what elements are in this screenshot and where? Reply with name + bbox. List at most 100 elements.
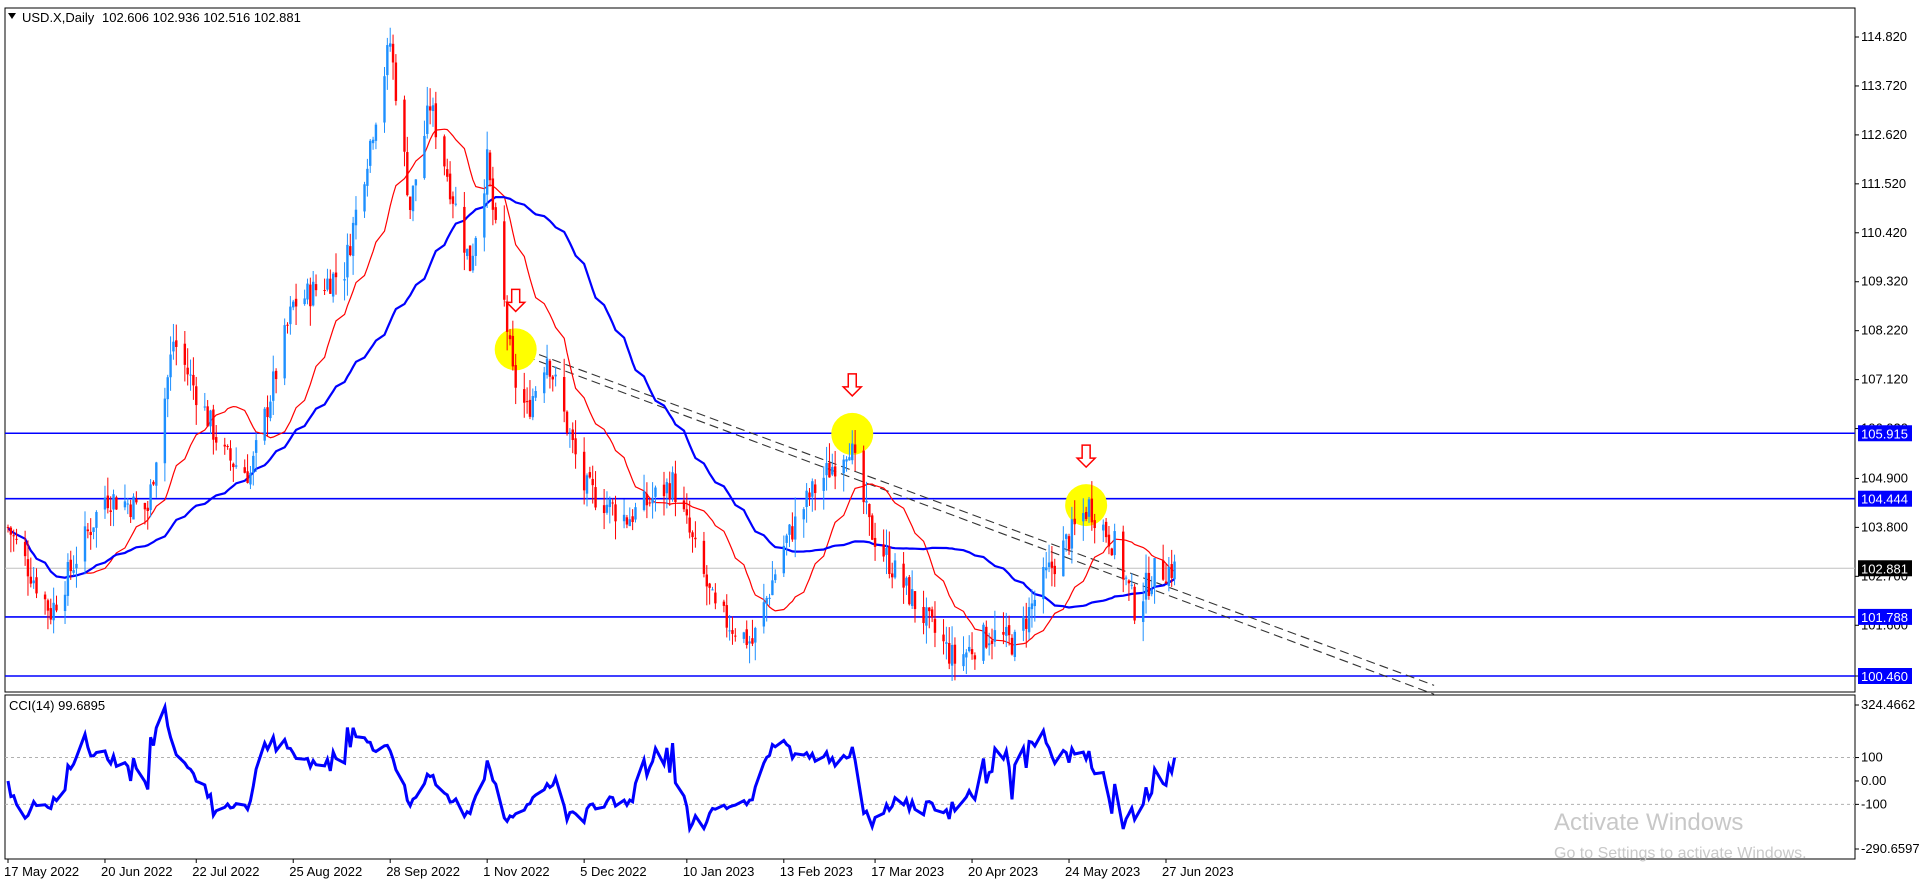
- candle[interactable]: [149, 479, 152, 518]
- candle[interactable]: [172, 323, 175, 360]
- candle[interactable]: [69, 550, 72, 580]
- candle[interactable]: [702, 531, 706, 578]
- candle[interactable]: [908, 574, 911, 606]
- candle[interactable]: [75, 546, 78, 588]
- candle[interactable]: [568, 428, 572, 448]
- candle[interactable]: [1173, 554, 1176, 586]
- price-panel[interactable]: [4, 7, 1856, 693]
- candle[interactable]: [1167, 556, 1171, 592]
- candle[interactable]: [95, 510, 98, 548]
- candle[interactable]: [645, 482, 649, 519]
- candle[interactable]: [910, 570, 914, 609]
- candle[interactable]: [848, 443, 851, 461]
- candle[interactable]: [1150, 576, 1153, 597]
- candle[interactable]: [728, 615, 731, 641]
- candle[interactable]: [973, 652, 977, 670]
- candle[interactable]: [132, 493, 135, 520]
- candle[interactable]: [1022, 606, 1025, 642]
- candle[interactable]: [471, 243, 475, 273]
- candle[interactable]: [229, 440, 232, 471]
- candle[interactable]: [354, 196, 358, 240]
- candle[interactable]: [52, 587, 55, 634]
- candle[interactable]: [26, 540, 30, 596]
- candle[interactable]: [263, 406, 266, 445]
- candle[interactable]: [871, 513, 874, 541]
- candle[interactable]: [805, 483, 808, 523]
- candle[interactable]: [1093, 513, 1096, 544]
- candle[interactable]: [622, 499, 626, 529]
- candle[interactable]: [331, 271, 335, 303]
- candle[interactable]: [588, 466, 592, 479]
- candle[interactable]: [29, 557, 33, 588]
- candle[interactable]: [363, 181, 366, 218]
- candle[interactable]: [212, 404, 215, 455]
- candle[interactable]: [448, 161, 452, 205]
- candle[interactable]: [414, 179, 418, 202]
- candle[interactable]: [9, 526, 13, 553]
- candle[interactable]: [329, 269, 332, 294]
- cci-axis[interactable]: 324.4662 100 0.00 -100 -290.6597: [1855, 697, 1920, 856]
- candle[interactable]: [129, 499, 132, 523]
- candle[interactable]: [374, 122, 378, 150]
- candle[interactable]: [186, 348, 189, 386]
- candle[interactable]: [468, 245, 472, 272]
- candle[interactable]: [1147, 556, 1151, 600]
- candle[interactable]: [525, 387, 529, 414]
- candle[interactable]: [928, 607, 931, 629]
- candle[interactable]: [272, 355, 275, 416]
- candle[interactable]: [474, 236, 477, 266]
- candle[interactable]: [831, 453, 834, 477]
- candle[interactable]: [785, 533, 788, 556]
- candle[interactable]: [665, 478, 669, 509]
- candle[interactable]: [822, 466, 825, 510]
- candle[interactable]: [32, 567, 35, 589]
- candle[interactable]: [126, 497, 129, 515]
- candle[interactable]: [349, 233, 352, 257]
- candle[interactable]: [309, 277, 312, 326]
- candle[interactable]: [865, 481, 868, 515]
- candle[interactable]: [725, 594, 728, 638]
- candle[interactable]: [66, 553, 70, 606]
- candle[interactable]: [334, 253, 338, 295]
- candle[interactable]: [1025, 602, 1028, 648]
- candle[interactable]: [326, 268, 329, 292]
- candle[interactable]: [882, 529, 885, 562]
- candle[interactable]: [948, 627, 951, 670]
- candle[interactable]: [1090, 481, 1094, 531]
- candle[interactable]: [528, 380, 532, 420]
- candle[interactable]: [705, 565, 708, 606]
- candle[interactable]: [505, 295, 509, 351]
- candle[interactable]: [668, 471, 671, 506]
- candle[interactable]: [454, 186, 457, 207]
- candle[interactable]: [970, 632, 974, 660]
- candle[interactable]: [748, 635, 751, 664]
- candle[interactable]: [682, 486, 686, 512]
- candle[interactable]: [343, 262, 346, 301]
- candle[interactable]: [514, 353, 517, 405]
- candle[interactable]: [711, 586, 714, 591]
- candle[interactable]: [289, 296, 292, 335]
- candle[interactable]: [1113, 523, 1116, 560]
- candle[interactable]: [614, 495, 617, 540]
- candle[interactable]: [163, 387, 167, 482]
- candle[interactable]: [109, 496, 112, 526]
- candle[interactable]: [306, 278, 309, 305]
- candle[interactable]: [734, 628, 737, 642]
- candle[interactable]: [825, 446, 828, 491]
- candle[interactable]: [1062, 526, 1065, 577]
- candle[interactable]: [591, 465, 594, 504]
- candle[interactable]: [72, 555, 75, 576]
- candle[interactable]: [548, 358, 552, 389]
- candle[interactable]: [12, 529, 15, 552]
- candle[interactable]: [431, 97, 435, 127]
- candle[interactable]: [987, 632, 991, 656]
- candle[interactable]: [990, 628, 994, 660]
- candle[interactable]: [642, 474, 646, 512]
- candle[interactable]: [206, 400, 209, 427]
- candle[interactable]: [183, 330, 187, 382]
- candle[interactable]: [625, 514, 629, 529]
- candle[interactable]: [885, 529, 888, 575]
- candle[interactable]: [965, 649, 968, 675]
- candle[interactable]: [143, 502, 147, 525]
